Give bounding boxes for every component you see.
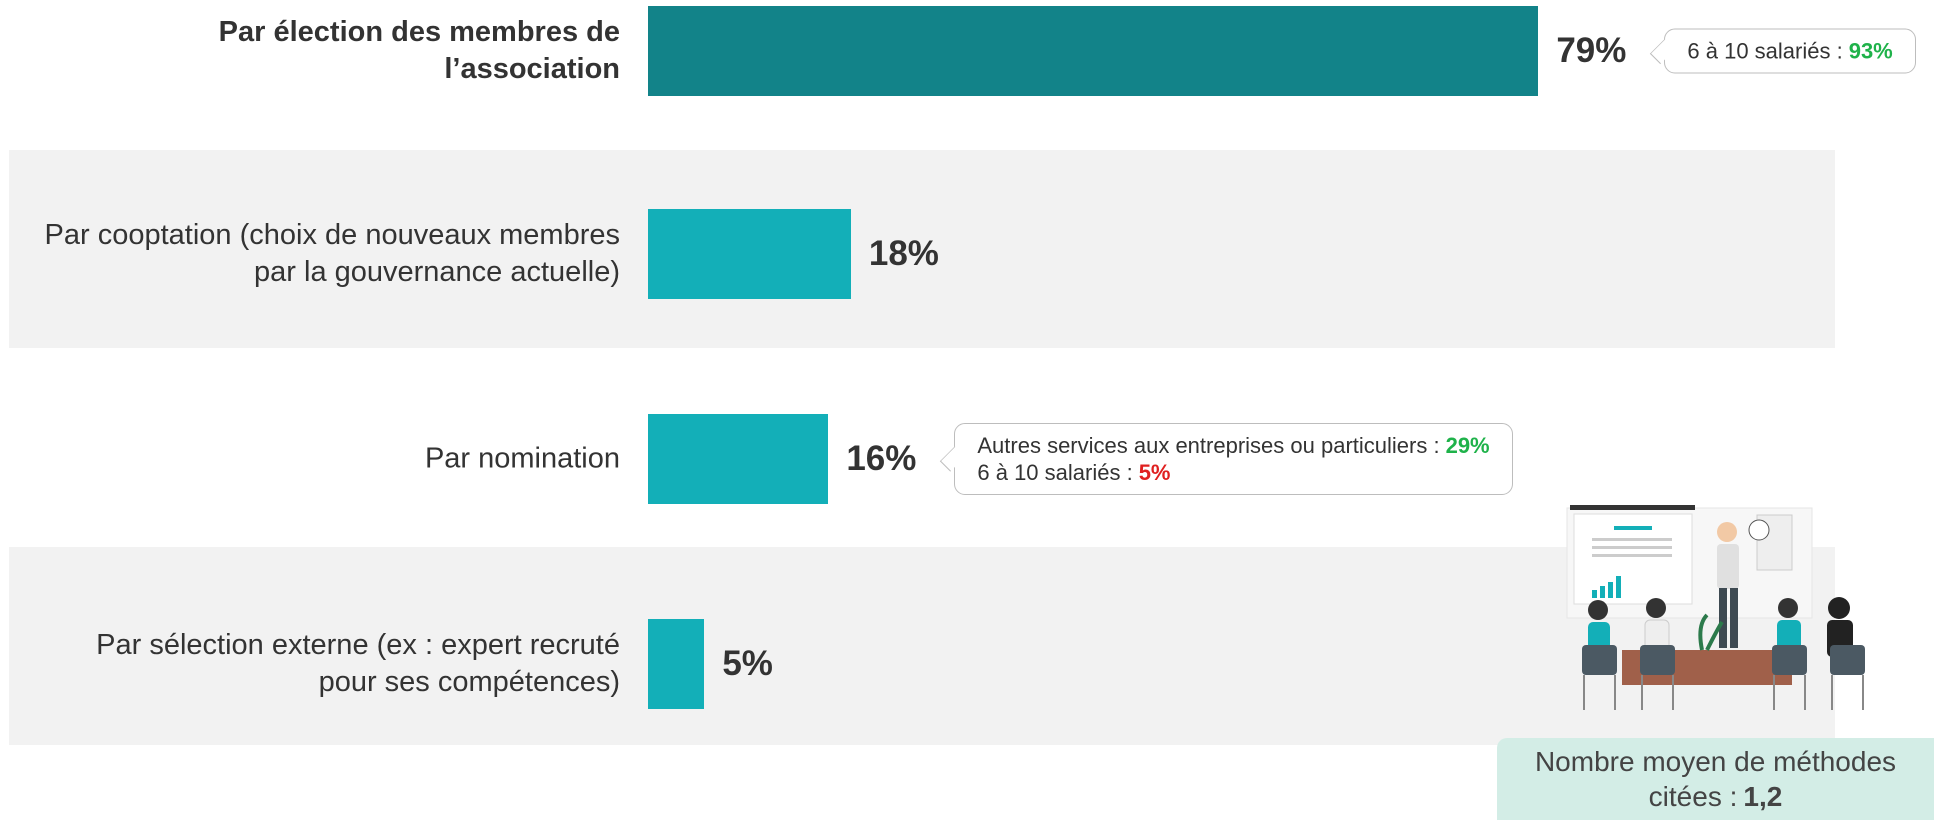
- category-label: Par cooptation (choix de nouveaux membre…: [40, 217, 620, 291]
- callout-line: 6 à 10 salariés : 93%: [1687, 38, 1892, 65]
- value-label: 5%: [722, 644, 773, 684]
- callout-value: 93%: [1849, 39, 1893, 64]
- callout: Autres services aux entreprises ou parti…: [954, 423, 1512, 495]
- callout-line: Autres services aux entreprises ou parti…: [977, 432, 1489, 459]
- note-value: 1,2: [1743, 781, 1782, 812]
- bar: [648, 414, 828, 504]
- callout: 6 à 10 salariés : 93%: [1664, 29, 1915, 74]
- callout-value: 5%: [1139, 460, 1171, 485]
- category-label: Par nomination: [40, 441, 620, 478]
- value-label: 79%: [1556, 31, 1626, 71]
- bar: [648, 209, 851, 299]
- callout-label: 6 à 10 salariés :: [977, 460, 1132, 485]
- bar: [648, 6, 1538, 96]
- illustration: [1552, 500, 1882, 715]
- category-label: Par élection des membres de l’associatio…: [40, 14, 620, 88]
- callout-line: 6 à 10 salariés : 5%: [977, 459, 1489, 486]
- callout-label: Autres services aux entreprises ou parti…: [977, 433, 1439, 458]
- callout-value: 29%: [1446, 433, 1490, 458]
- note-label: Nombre moyen de méthodes citées :: [1535, 746, 1896, 812]
- callout-label: 6 à 10 salariés :: [1687, 39, 1842, 64]
- note: Nombre moyen de méthodes citées :1,2: [1497, 738, 1934, 820]
- bar: [648, 619, 704, 709]
- value-label: 18%: [869, 234, 939, 274]
- page: Nombre moyen de méthodes citées :1,2 (()…: [0, 0, 1934, 820]
- value-label: 16%: [846, 439, 916, 479]
- category-label: Par sélection externe (ex : expert recru…: [40, 627, 620, 701]
